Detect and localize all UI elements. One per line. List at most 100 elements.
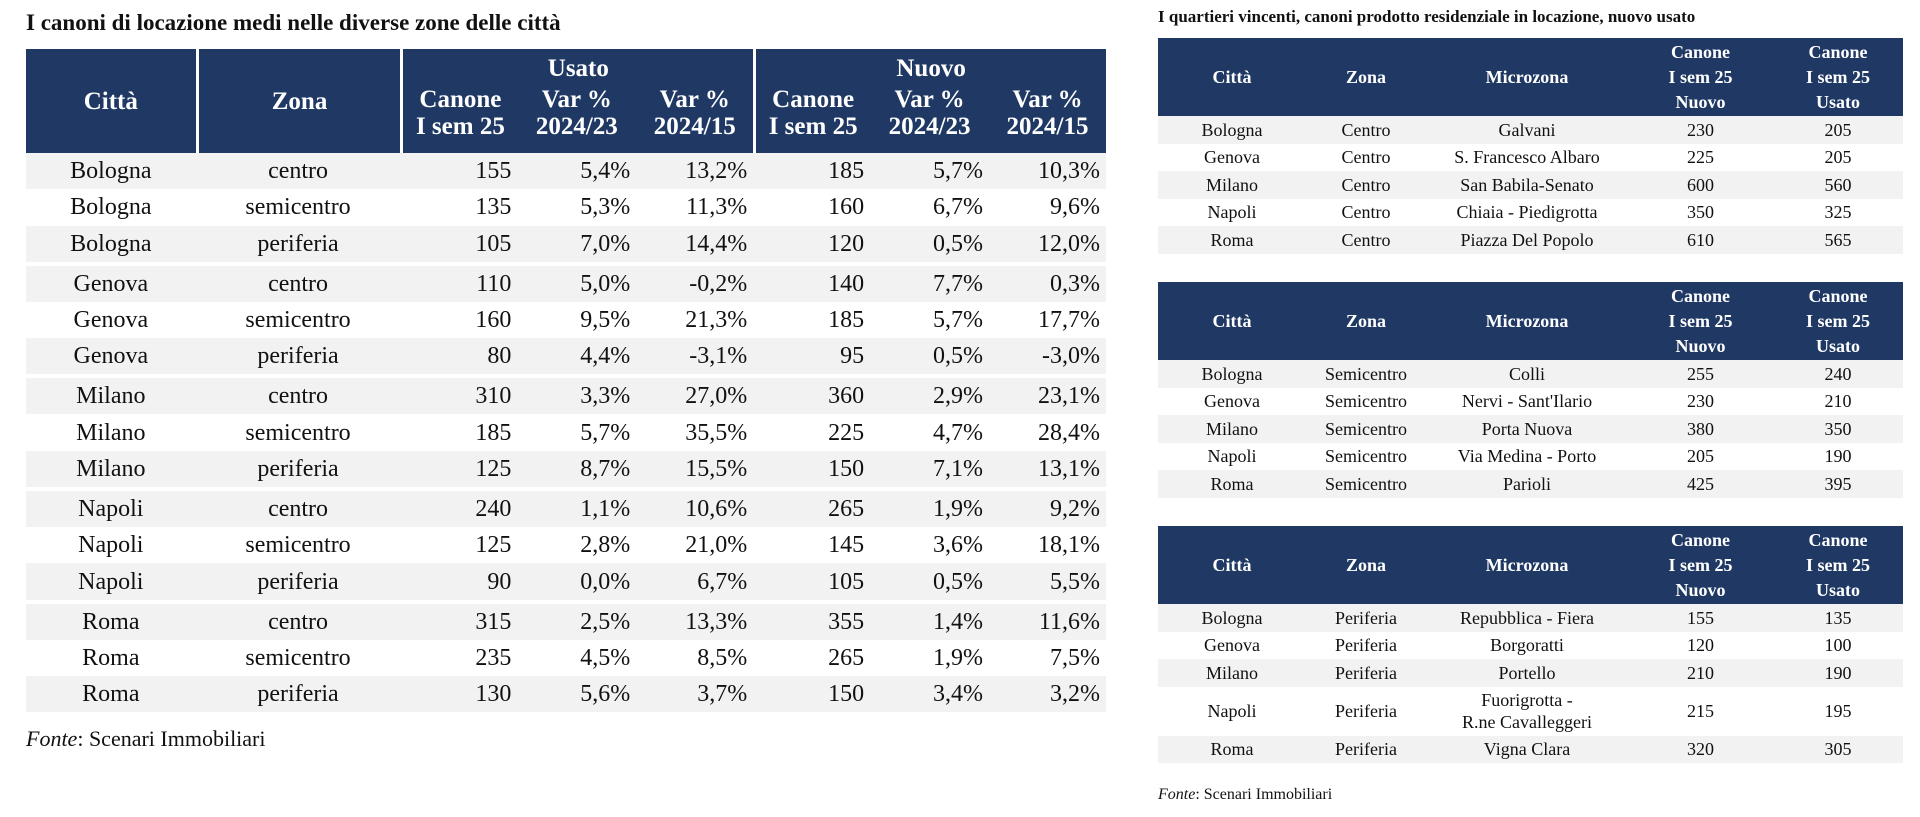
cell-usato-var-15: 13,3% <box>636 599 754 640</box>
cell-nuovo-var-23: 6,7% <box>870 189 990 226</box>
table-row: Milano Semicentro Porta Nuova 380 350 <box>1158 415 1903 443</box>
table-row: Milano Centro San Babila-Senato 600 560 <box>1158 171 1903 199</box>
cell-zone: periferia <box>195 450 401 488</box>
table-row: Genova centro 110 5,0% -0,2% 140 7,7% 0,3% <box>26 261 1106 302</box>
cell-city: Milano <box>26 414 196 451</box>
cell-micro: Borgoratti <box>1426 631 1628 659</box>
table-row: Napoli centro 240 1,1% 10,6% 265 1,9% 9,2% <box>26 487 1106 528</box>
cell-usato-var-15: 10,6% <box>636 487 754 528</box>
cell-usato: 100 <box>1773 631 1903 659</box>
header-zone: Zona <box>1306 526 1426 604</box>
cell-nuovo: 600 <box>1628 171 1773 199</box>
cell-city: Napoli <box>1158 686 1306 736</box>
cell-zone: Centro <box>1306 198 1426 226</box>
left-table-title: I canoni di locazione medi nelle diverse… <box>26 10 561 35</box>
cell-usato: 560 <box>1773 171 1903 199</box>
cell-usato-var-15: 21,0% <box>636 527 754 564</box>
cell-nuovo: 320 <box>1628 735 1773 763</box>
cell-usato: 190 <box>1773 659 1903 687</box>
cell-usato: 305 <box>1773 735 1903 763</box>
cell-usato-var-15: 27,0% <box>636 374 754 415</box>
cell-micro: Galvani <box>1426 116 1628 144</box>
cell-nuovo-var-15: 9,6% <box>989 189 1106 226</box>
cell-nuovo: 225 <box>1628 143 1773 171</box>
cell-usato-canone: 80 <box>400 338 518 375</box>
cell-city: Roma <box>26 675 196 713</box>
cell-micro: Chiaia - Piedigrotta <box>1426 198 1628 226</box>
cell-usato-var-15: 8,5% <box>636 639 754 676</box>
cell-usato-var-15: 6,7% <box>636 563 754 600</box>
rent-by-zone-section: I canoni di locazione medi nelle diverse… <box>26 6 1106 752</box>
table-row: Roma centro 315 2,5% 13,3% 355 1,4% 11,6% <box>26 599 1106 640</box>
cell-zone: centro <box>195 374 401 415</box>
cell-city: Roma <box>1158 735 1306 763</box>
cell-usato: 190 <box>1773 442 1903 470</box>
cell-zone: Periferia <box>1306 735 1426 763</box>
header-city: Città <box>1158 38 1306 116</box>
table-row: Bologna Periferia Repubblica - Fiera 155 135 <box>1158 604 1903 632</box>
cell-micro: Piazza Del Popolo <box>1426 226 1628 254</box>
cell-zone: Periferia <box>1306 686 1426 736</box>
cell-zone: Semicentro <box>1306 442 1426 470</box>
cell-nuovo-canone: 185 <box>753 153 871 190</box>
cell-usato-canone: 125 <box>400 450 518 488</box>
rent-by-zone-table: Città Zona Usato Nuovo Canone I sem 25 Va… <box>26 49 1106 713</box>
cell-zone: Semicentro <box>1306 415 1426 443</box>
header-city: Città <box>1158 282 1306 360</box>
header-nuovo-canone: Canone I sem 25 <box>753 86 871 153</box>
right-table-title: I quartieri vincenti, canoni prodotto re… <box>1158 7 1696 26</box>
cell-nuovo-canone: 150 <box>753 675 871 713</box>
table-row: Napoli periferia 90 0,0% 6,7% 105 0,5% 5,5% <box>26 563 1106 600</box>
cell-usato-canone: 310 <box>400 374 518 415</box>
cell-nuovo: 380 <box>1628 415 1773 443</box>
cell-zone: Centro <box>1306 226 1426 254</box>
cell-city: Genova <box>26 261 196 302</box>
cell-nuovo-canone: 160 <box>753 189 871 226</box>
cell-usato: 205 <box>1773 116 1903 144</box>
cell-zone: centro <box>195 261 401 302</box>
right-source-note: Fonte: Scenari Immobiliari <box>1158 786 1333 803</box>
cell-nuovo-var-15: 3,2% <box>989 675 1106 713</box>
cell-zone: Centro <box>1306 171 1426 199</box>
cell-city: Bologna <box>1158 116 1306 144</box>
cell-usato-canone: 105 <box>400 225 518 262</box>
table-row: Milano Periferia Portello 210 190 <box>1158 659 1903 687</box>
cell-micro: Repubblica - Fiera <box>1426 604 1628 632</box>
cell-city: Bologna <box>1158 604 1306 632</box>
cell-nuovo-var-23: 1,9% <box>870 639 990 676</box>
cell-usato: 240 <box>1773 360 1903 388</box>
header-microzone: Microzona <box>1426 526 1628 604</box>
cell-micro: Parioli <box>1426 470 1628 498</box>
cell-usato-var-15: 14,4% <box>636 225 754 262</box>
cell-nuovo-canone: 120 <box>753 225 871 262</box>
cell-nuovo: 230 <box>1628 116 1773 144</box>
table-row: Roma Semicentro Parioli 425 395 <box>1158 470 1903 498</box>
cell-usato-var-23: 5,7% <box>517 414 637 451</box>
cell-zone: centro <box>195 599 401 640</box>
cell-city: Genova <box>26 338 196 375</box>
cell-nuovo-var-23: 0,5% <box>870 563 990 600</box>
cell-nuovo-canone: 95 <box>753 338 871 375</box>
cell-micro: Portello <box>1426 659 1628 687</box>
cell-zone: Periferia <box>1306 631 1426 659</box>
header-canone-nuovo: Canone I sem 25 Nuovo <box>1628 526 1773 604</box>
cell-usato-var-23: 9,5% <box>517 301 637 339</box>
cell-usato-var-23: 0,0% <box>517 563 637 600</box>
cell-nuovo: 230 <box>1628 387 1773 415</box>
cell-usato-var-23: 2,5% <box>517 599 637 640</box>
header-usato-var-15: Var % 2024/15 <box>636 86 754 153</box>
cell-micro: Vigna Clara <box>1426 735 1628 763</box>
cell-zone: semicentro <box>195 527 401 564</box>
cell-city: Napoli <box>26 487 196 528</box>
table-row: Roma semicentro 235 4,5% 8,5% 265 1,9% 7,5% <box>26 639 1106 676</box>
header-canone-nuovo: Canone I sem 25 Nuovo <box>1628 282 1773 360</box>
header-zone: Zona <box>1306 282 1426 360</box>
cell-city: Roma <box>26 639 196 676</box>
cell-nuovo-canone: 355 <box>753 599 871 640</box>
cell-nuovo-canone: 265 <box>753 487 871 528</box>
cell-nuovo-canone: 265 <box>753 639 871 676</box>
cell-usato-var-23: 2,8% <box>517 527 637 564</box>
cell-micro: S. Francesco Albaro <box>1426 143 1628 171</box>
cell-city: Milano <box>1158 415 1306 443</box>
table-row: Roma periferia 130 5,6% 3,7% 150 3,4% 3,2% <box>26 675 1106 713</box>
